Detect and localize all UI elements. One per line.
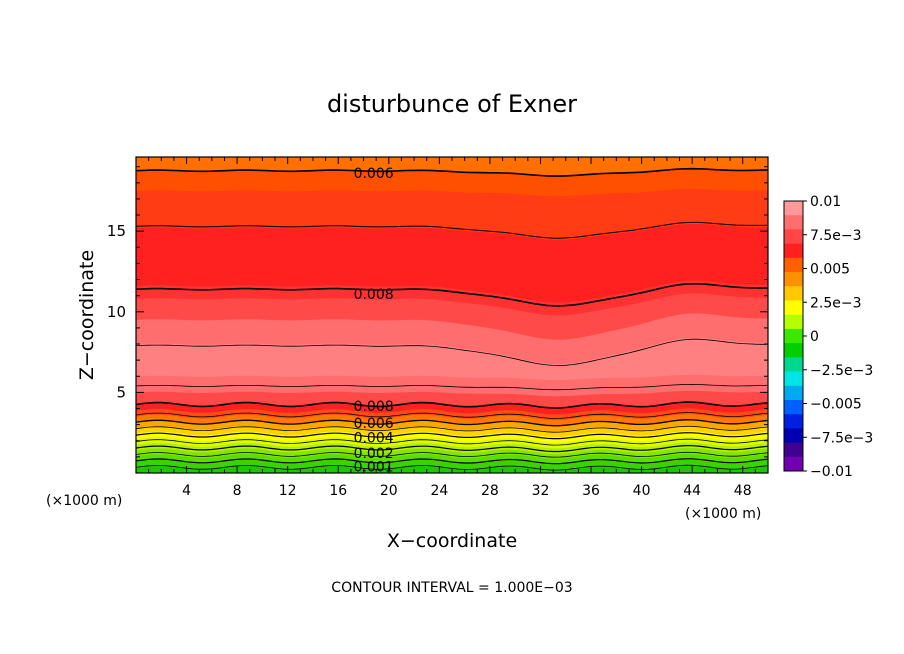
y-unit-note: (×1000 m) bbox=[46, 493, 122, 509]
contour-line bbox=[136, 401, 768, 409]
colorbar-swatch bbox=[784, 357, 803, 372]
colorbar-swatch bbox=[784, 442, 803, 458]
x-tick-label: 44 bbox=[683, 483, 701, 499]
colorbar-swatch bbox=[784, 328, 803, 344]
colorbar-swatch bbox=[784, 385, 803, 401]
colorbar-swatch bbox=[784, 286, 803, 301]
y-tick-label: 5 bbox=[116, 383, 126, 401]
colorbar-swatch bbox=[784, 314, 803, 330]
colorbar-label: 7.5e−3 bbox=[810, 228, 862, 244]
contour-line bbox=[136, 451, 768, 458]
contour-interval-note: CONTOUR INTERVAL = 1.000E−03 bbox=[331, 580, 572, 596]
y-axis-label: Z−coordinate bbox=[76, 250, 98, 380]
colorbar-swatch bbox=[784, 257, 803, 273]
contour-line bbox=[136, 425, 768, 433]
contour-line bbox=[136, 383, 768, 391]
contour-line bbox=[136, 338, 768, 366]
x-tick-label: 20 bbox=[380, 483, 398, 499]
contour-fill-bands bbox=[136, 157, 768, 473]
contour-line bbox=[136, 167, 768, 177]
colorbar-swatch bbox=[784, 300, 803, 316]
colorbar-swatch bbox=[784, 215, 803, 230]
contour-label: 0.006 bbox=[354, 416, 394, 432]
y-tick-label: 15 bbox=[107, 222, 126, 240]
colorbar-swatch bbox=[784, 201, 803, 216]
contour-line bbox=[136, 464, 768, 471]
colorbar-label: −7.5e−3 bbox=[810, 430, 873, 446]
chart-title: disturbunce of Exner bbox=[327, 90, 577, 118]
x-tick-label: 48 bbox=[734, 483, 752, 499]
colorbar-swatch bbox=[784, 243, 803, 259]
colorbar-label: −0.01 bbox=[810, 464, 853, 480]
colorbar-swatch bbox=[784, 428, 803, 443]
colorbar-swatch bbox=[784, 229, 803, 245]
contour-line bbox=[136, 432, 768, 440]
x-tick-label: 8 bbox=[233, 483, 242, 499]
y-tick-label: 10 bbox=[107, 303, 126, 321]
contour-label: 0.008 bbox=[354, 287, 394, 303]
contour-line bbox=[136, 438, 768, 446]
x-unit-note: (×1000 m) bbox=[685, 506, 761, 522]
colorbar: 0.01 7.5e−3 0.005 2.5e−3 0 −2.5e−3 −0.005 −7.5e… bbox=[783, 194, 873, 480]
colorbar-swatch bbox=[784, 399, 803, 415]
colorbar-swatch bbox=[784, 371, 803, 387]
x-tick-label: 36 bbox=[582, 483, 600, 499]
contour-lines bbox=[136, 167, 768, 471]
contour-label: 0.004 bbox=[354, 431, 394, 447]
contour-label: 0.006 bbox=[354, 166, 394, 182]
colorbar-label: 2.5e−3 bbox=[810, 295, 862, 311]
contour-line bbox=[136, 283, 768, 307]
contour-line bbox=[136, 444, 768, 453]
x-tick-label: 32 bbox=[532, 483, 550, 499]
contour-line bbox=[136, 419, 768, 427]
x-tick-label: 40 bbox=[633, 483, 651, 499]
colorbar-swatch bbox=[784, 414, 803, 429]
colorbar-label: 0 bbox=[810, 329, 819, 345]
colorbar-swatch bbox=[784, 343, 803, 358]
colorbar-swatch bbox=[784, 272, 803, 287]
contour-label: 0.008 bbox=[354, 399, 394, 415]
contour-line bbox=[136, 458, 768, 465]
contour-label: 0.002 bbox=[354, 446, 394, 462]
colorbar-label: 0.005 bbox=[810, 262, 850, 278]
x-axis-label: X−coordinate bbox=[387, 530, 517, 552]
colorbar-label: −0.005 bbox=[810, 397, 862, 413]
contour-line bbox=[136, 412, 768, 419]
x-tick-label: 28 bbox=[481, 483, 499, 499]
colorbar-label: −2.5e−3 bbox=[810, 363, 873, 379]
x-tick-label: 12 bbox=[279, 483, 297, 499]
x-tick-label: 16 bbox=[329, 483, 347, 499]
colorbar-swatch bbox=[784, 456, 803, 472]
contour-line bbox=[136, 221, 768, 239]
colorbar-label: 0.01 bbox=[810, 194, 841, 210]
x-tick-label: 24 bbox=[430, 483, 448, 499]
x-tick-label: 4 bbox=[182, 483, 191, 499]
